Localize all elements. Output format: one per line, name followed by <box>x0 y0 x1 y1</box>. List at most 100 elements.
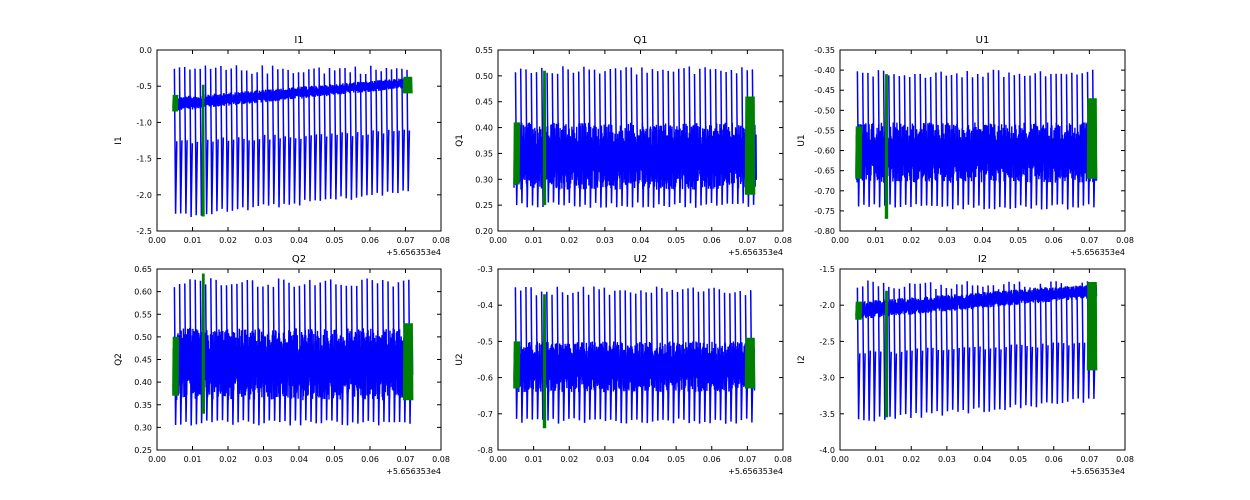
y-tick-label: -0.60 <box>814 147 835 156</box>
chart-title: Q2 <box>292 254 306 265</box>
series-blue-spike <box>272 286 277 421</box>
chart-5: 0.00 0.01 0.02 0.03 0.04 0.05 0.06 0.07 0.08 +5.6… <box>797 254 1134 476</box>
x-tick-label: 0.01 <box>184 236 202 245</box>
series-blue-spike <box>655 286 660 421</box>
y-axis-label: I2 <box>797 355 807 363</box>
x-tick-label: 0.01 <box>867 236 885 245</box>
y-tick-label: 0.20 <box>475 227 493 236</box>
y-tick-label: -0.3 <box>477 265 493 274</box>
x-tick-label: 0.08 <box>774 236 792 245</box>
x-tick-label: 0.07 <box>397 455 415 464</box>
series-blue-spike <box>1065 289 1070 402</box>
x-offset-label: +5.656353e4 <box>386 248 441 257</box>
series-blue-spike <box>204 284 209 421</box>
chart-title: I2 <box>978 254 987 265</box>
series-blue-spike <box>406 69 411 192</box>
y-tick-label: -0.65 <box>814 167 835 176</box>
y-axis-label: Q2 <box>114 353 124 366</box>
plot-area <box>513 286 756 429</box>
series-blue-spike <box>519 290 524 423</box>
series-blue-spike <box>888 75 892 205</box>
series-blue-spike <box>725 71 730 204</box>
series-blue-spike <box>856 287 861 420</box>
series-blue-spike <box>929 282 934 414</box>
series-blue-spike <box>650 292 655 422</box>
chart-0: 0.00 0.01 0.02 0.03 0.04 0.05 0.06 0.07 0.08 +5.6… <box>114 35 450 257</box>
y-tick-label: -3.0 <box>819 374 835 383</box>
series-blue-spike <box>714 68 719 206</box>
series-blue-spike <box>671 289 676 424</box>
x-tick-label: 0.07 <box>738 236 756 245</box>
series-blue-spike <box>189 69 194 218</box>
series-blue-spike <box>961 284 966 411</box>
series-blue-spike <box>950 288 955 410</box>
series-blue-spike <box>877 286 882 417</box>
series-blue-spike <box>567 69 572 204</box>
series-blue-spike <box>867 72 872 207</box>
series-blue-spike <box>919 283 924 418</box>
series-blue-spike <box>546 72 551 203</box>
x-tick-label: 0.06 <box>361 236 379 245</box>
series-blue-spike <box>708 288 713 424</box>
series-blue-spike <box>630 67 635 208</box>
x-tick-label: 0.02 <box>560 455 578 464</box>
series-blue-spike <box>401 68 406 191</box>
series-blue-spike <box>225 285 230 422</box>
series-blue-spike <box>1029 287 1034 407</box>
series-blue-spike <box>535 72 540 208</box>
series-blue-spike <box>283 279 287 422</box>
series-green-segment <box>884 74 889 219</box>
series-blue-spike <box>893 288 898 419</box>
chart-title: I1 <box>294 35 303 46</box>
x-tick-label: 0.03 <box>596 455 614 464</box>
series-blue-spike <box>376 283 381 426</box>
series-blue-spike <box>251 280 256 424</box>
y-tick-label: 0.55 <box>475 46 493 55</box>
plot-area <box>172 65 413 218</box>
series-blue-spike <box>966 70 971 205</box>
x-tick-label: 0.00 <box>148 236 166 245</box>
x-tick-label: 0.03 <box>255 455 273 464</box>
series-blue-spike <box>572 72 577 207</box>
series-blue-spike <box>945 287 950 412</box>
series-blue-band <box>513 341 756 393</box>
y-tick-label: -0.6 <box>477 374 493 383</box>
x-tick-label: 0.08 <box>1116 236 1134 245</box>
series-blue-spike <box>1034 73 1039 206</box>
series-blue-spike <box>349 72 354 200</box>
series-blue-spike <box>1008 72 1013 209</box>
y-tick-label: 0.50 <box>475 72 493 81</box>
y-tick-label: 0.0 <box>139 46 152 55</box>
series-blue-spike <box>173 68 178 214</box>
series-blue-spike <box>903 75 908 205</box>
x-tick-label: 0.04 <box>290 455 308 464</box>
series-blue-band <box>172 327 414 401</box>
x-tick-label: 0.03 <box>938 236 956 245</box>
x-tick-label: 0.08 <box>432 236 450 245</box>
series-blue-spike <box>282 68 287 204</box>
series-blue-spike <box>381 279 386 422</box>
series-blue-spike <box>661 288 665 420</box>
series-blue-spike <box>893 74 898 208</box>
series-blue-spike <box>210 278 214 423</box>
x-tick-label: 0.02 <box>902 455 920 464</box>
series-green-segment <box>744 337 756 389</box>
series-blue-spike <box>614 290 618 422</box>
series-blue-spike <box>220 285 225 421</box>
x-tick-label: 0.02 <box>560 236 578 245</box>
series-blue-spike <box>924 282 929 413</box>
series-blue-spike <box>387 281 392 423</box>
series-green-segment <box>402 323 414 401</box>
series-blue-spike <box>1039 71 1044 210</box>
y-tick-label: -0.35 <box>814 46 835 55</box>
series-blue-spike <box>230 284 235 425</box>
series-blue-spike <box>997 289 1002 410</box>
x-tick-label: 0.05 <box>1009 455 1027 464</box>
series-blue-spike <box>551 294 556 419</box>
series-blue-spike <box>293 286 298 421</box>
series-blue-spike <box>245 70 250 211</box>
series-blue-spike <box>629 292 634 421</box>
series-blue-spike <box>940 71 945 207</box>
series-blue-spike <box>345 285 350 426</box>
series-blue-spike <box>583 66 588 205</box>
